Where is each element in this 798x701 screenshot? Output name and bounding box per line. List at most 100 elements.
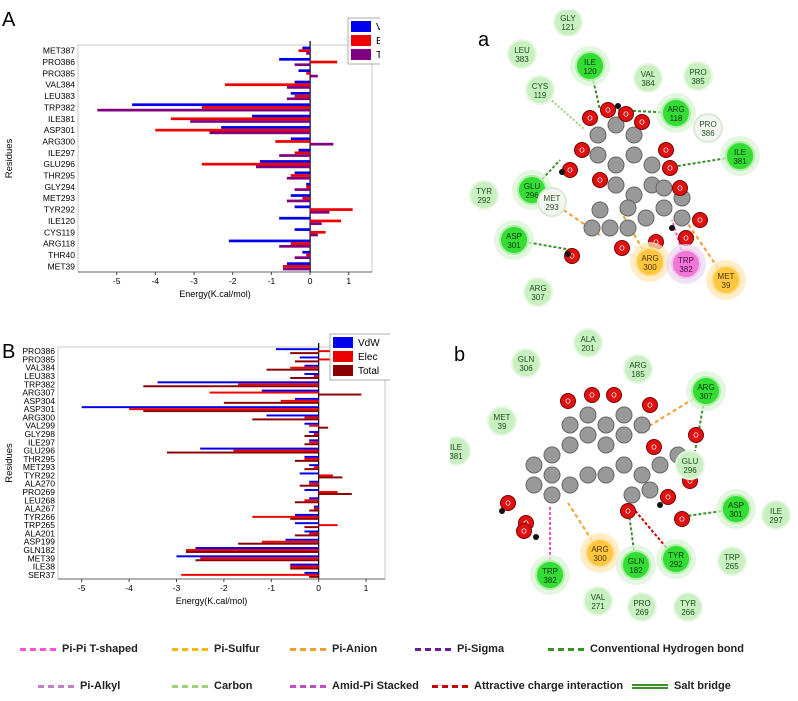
residue-ile297: ILE297 <box>761 500 791 530</box>
residue-node <box>553 10 583 37</box>
ligand-atom-symbol: O <box>683 236 689 243</box>
ligand-atom-symbol: O <box>565 399 571 406</box>
legend-item: Attractive charge interaction <box>432 680 623 692</box>
residue-node <box>450 436 471 466</box>
residue-node <box>661 98 691 128</box>
ligand-hydrogen-atom <box>499 508 505 514</box>
bar-total <box>294 360 319 363</box>
ligand-carbon-atom <box>561 416 579 434</box>
residue-node <box>661 544 691 574</box>
legend-item: Pi-Sulfur <box>172 643 260 655</box>
bar-elec <box>185 549 319 551</box>
bar-total <box>306 52 311 55</box>
ligand-hydrogen-atom <box>669 225 675 231</box>
ligand-atom-symbol: O <box>651 445 657 452</box>
bar-vdw <box>294 228 311 231</box>
y-tick-label: TRP265 <box>24 520 55 530</box>
y-tick-label: PRO386 <box>22 346 55 356</box>
bar-total <box>294 256 311 260</box>
ligand-carbon-atom <box>543 446 561 464</box>
panel-letter: A <box>2 9 16 31</box>
ligand-carbon-atom <box>625 126 643 144</box>
bar-total <box>304 526 319 529</box>
y-tick-label: ALA201 <box>25 528 56 538</box>
bar-vdw <box>228 239 311 243</box>
bar-elec <box>304 457 319 460</box>
residue-number: 386 <box>701 129 715 138</box>
ligand-oxygen-atom <box>582 110 598 126</box>
bar-vdw <box>290 194 311 197</box>
y-tick-label: GLU296 <box>43 159 75 169</box>
bar-elec <box>310 208 353 211</box>
residue-arg307: ARG307 <box>686 371 726 411</box>
residue-node <box>469 180 499 210</box>
residue-name: GLN <box>628 557 645 566</box>
bar-total <box>143 385 319 388</box>
ligand-oxygen-atom <box>692 212 708 228</box>
legend-swatch <box>290 684 326 688</box>
residue-node <box>633 63 663 93</box>
bar-total <box>290 517 319 520</box>
ligand-oxygen-atom <box>560 393 576 409</box>
residue-name: MET <box>718 272 735 281</box>
y-tick-label: ASP304 <box>24 396 55 406</box>
ligand-atom-symbol: O <box>639 120 645 127</box>
residue-number: 296 <box>683 466 697 475</box>
residue-number: 382 <box>679 265 693 274</box>
y-tick-label: VAL384 <box>25 363 55 373</box>
residue-trp265: TRP265 <box>717 546 747 576</box>
bar-vdw <box>304 571 319 574</box>
ligand-carbon-atom <box>525 456 543 474</box>
residue-node <box>691 376 721 406</box>
ligand-atom-symbol: O <box>567 168 573 175</box>
legend-item: Pi-Anion <box>290 643 377 655</box>
ligand-carbon-atom <box>561 436 579 454</box>
residue-node <box>621 550 651 580</box>
residue-number: 383 <box>515 55 529 64</box>
ligand-carbon-atom <box>589 146 607 164</box>
x-tick-label: -1 <box>267 583 275 593</box>
bar-vdw <box>304 489 319 492</box>
ligand-carbon-atom <box>673 209 691 227</box>
chart-legend: VdW Elec Total <box>329 333 390 381</box>
ligand-carbon-atom <box>651 456 669 474</box>
bar-vdw <box>309 497 319 500</box>
panel-letter: b <box>454 344 465 366</box>
y-tick-label: GLY294 <box>44 182 75 192</box>
bar-total <box>304 443 319 446</box>
ligand-carbon-atom <box>589 126 607 144</box>
bar-vdw <box>302 46 311 50</box>
legend-label-elec: Elec <box>358 352 377 363</box>
bar-vdw <box>261 389 319 392</box>
residue-val384: VAL384 <box>633 63 663 93</box>
ligand-carbon-atom <box>623 486 641 504</box>
bar-vdw <box>313 505 319 508</box>
y-tick-label: THR295 <box>43 171 75 181</box>
legend-label: Pi-Pi T-shaped <box>62 643 138 655</box>
y-tick-label: LEU383 <box>24 371 55 381</box>
bar-elec <box>233 449 319 452</box>
ligand-carbon-atom <box>591 201 609 219</box>
bar-total <box>279 244 311 248</box>
residue-name: GLU <box>682 457 699 466</box>
y-tick-label: MET39 <box>48 261 76 271</box>
y-tick-label: ILE120 <box>48 216 75 226</box>
y-tick-label: GLY298 <box>24 429 55 439</box>
bar-total <box>310 210 330 214</box>
ligand-hydrogen-atom <box>533 534 539 540</box>
legend-swatch <box>415 647 451 651</box>
bar-total <box>266 368 319 371</box>
residue-name: TRP <box>542 567 558 576</box>
x-tick-label: 0 <box>316 583 321 593</box>
residue-number: 385 <box>691 77 705 86</box>
bar-elec <box>252 515 319 518</box>
residue-node <box>671 249 701 279</box>
ligand-oxygen-atom <box>658 142 674 158</box>
ligand-oxygen-atom <box>614 240 630 256</box>
ligand-hydrogen-atom <box>565 251 571 257</box>
bar-vdw <box>221 126 311 129</box>
ligand-oxygen-atom <box>674 511 690 527</box>
residue-name: GLU <box>524 182 541 191</box>
bar-total <box>318 393 362 396</box>
